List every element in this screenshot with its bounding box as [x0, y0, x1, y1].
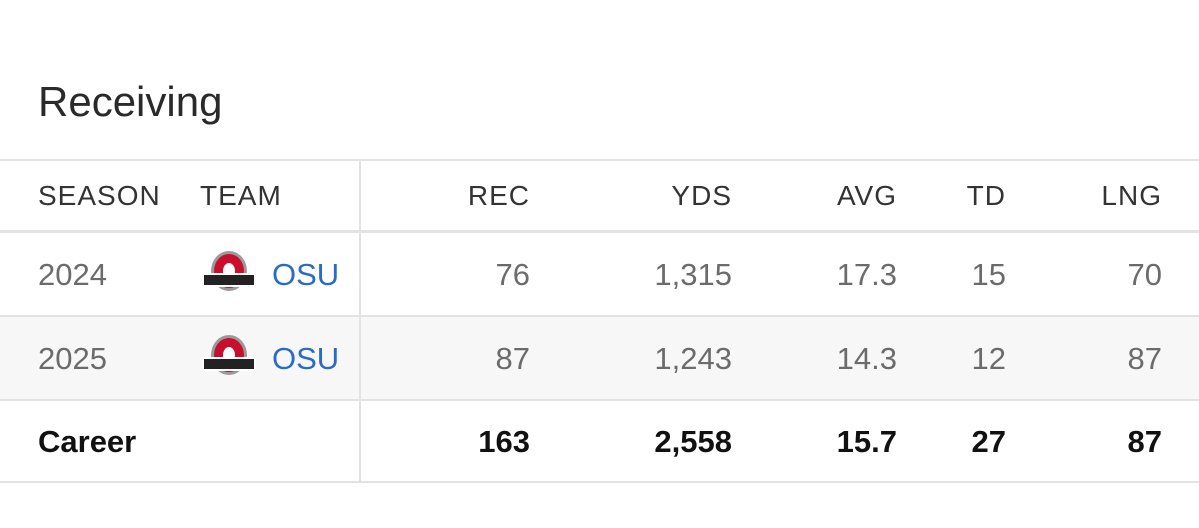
column-header: TEAM: [200, 180, 282, 211]
section-title: Receiving: [38, 78, 223, 125]
career-value: 87: [1127, 424, 1162, 459]
season: 2024: [38, 257, 107, 292]
stat-value: 1,243: [654, 341, 732, 376]
logo-graphic: [202, 335, 256, 375]
stat-value: 87: [495, 341, 530, 376]
logo-band-fill: [204, 275, 254, 285]
team-name: OSU: [272, 257, 340, 292]
career-value: 27: [971, 424, 1006, 459]
divider: [0, 315, 1199, 317]
row-background: [0, 317, 1199, 399]
column-header: YDS: [671, 180, 732, 211]
divider: [0, 481, 1199, 483]
career-value: 2,558: [654, 424, 732, 459]
team-logo: [200, 333, 258, 387]
stat-value: 87: [1127, 341, 1162, 376]
logo-band-fill: [204, 359, 254, 369]
divider: [0, 399, 1199, 401]
stat-value: 1,315: [654, 257, 732, 292]
stat-value: 15: [971, 257, 1006, 292]
stat-value: 17.3: [836, 257, 897, 292]
career-label: Career: [38, 424, 137, 459]
divider: [0, 159, 1199, 161]
season: 2025: [38, 341, 107, 376]
career-value: 163: [478, 424, 530, 459]
team-logo: [200, 249, 258, 303]
stat-value: 76: [495, 257, 530, 292]
column-divider: [359, 160, 361, 482]
stat-value: 14.3: [836, 341, 897, 376]
team-name: OSU: [272, 341, 340, 376]
stat-value: 70: [1127, 257, 1162, 292]
column-header: LNG: [1101, 180, 1162, 211]
column-header: AVG: [836, 180, 897, 211]
stat-value: 12: [971, 341, 1006, 376]
divider: [0, 230, 1199, 233]
career-value: 15.7: [836, 424, 897, 459]
column-header: REC: [467, 180, 530, 211]
logo-graphic: [202, 251, 256, 291]
column-header: SEASON: [38, 180, 161, 211]
column-header: TD: [966, 180, 1006, 211]
